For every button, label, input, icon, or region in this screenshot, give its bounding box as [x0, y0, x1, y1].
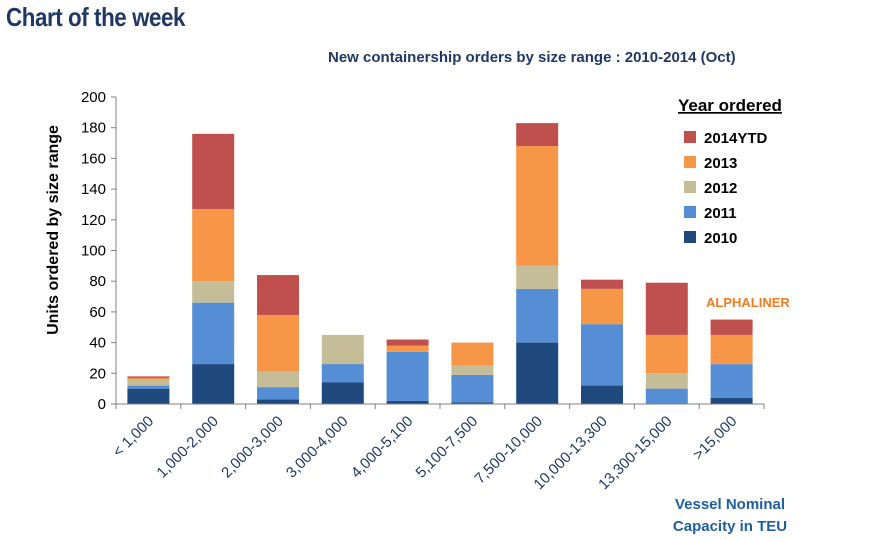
bar-segment — [386, 400, 429, 404]
bar-segment — [645, 282, 688, 335]
bar-segment — [451, 365, 494, 375]
bar-segment — [710, 397, 753, 404]
legend-label: 2012 — [704, 180, 737, 197]
bar-segment — [710, 364, 753, 398]
bar-segment — [192, 281, 235, 303]
y-tick-label: 60 — [89, 304, 106, 321]
legend-label: 2014YTD — [704, 130, 768, 147]
x-tick-label: 5,100-7,500 — [413, 413, 482, 482]
x-tick-label: 4,000-5,100 — [348, 413, 417, 482]
bar-segment — [321, 334, 364, 365]
page-title: Chart of the week — [6, 2, 186, 32]
bar-segment — [645, 373, 688, 389]
y-tick-label: 140 — [81, 181, 106, 198]
y-tick-label: 20 — [89, 365, 106, 382]
x-tick-label: 1,000-2,000 — [153, 413, 222, 482]
legend-swatch — [684, 231, 696, 243]
legend-label: 2011 — [704, 205, 737, 222]
bar-segment — [516, 288, 559, 343]
bar-segment — [710, 319, 753, 335]
bar-segment — [710, 334, 753, 365]
bars — [127, 123, 753, 404]
legend-swatch — [684, 181, 696, 193]
bar-segment — [192, 364, 235, 404]
bar-segment — [321, 382, 364, 404]
bar-segment — [451, 342, 494, 366]
alphaliner-logo: ALPHALINER — [706, 295, 790, 310]
bar-segment — [192, 133, 235, 210]
x-tick-label: 2,000-3,000 — [218, 413, 287, 482]
bar-segment — [645, 388, 688, 404]
bar-segment — [645, 334, 688, 374]
bar-segment — [386, 339, 429, 346]
bar-segment — [257, 314, 299, 372]
legend-swatch — [684, 156, 696, 168]
bar-segment — [321, 364, 364, 383]
chart-title: New containership orders by size range :… — [328, 49, 736, 66]
bar-segment — [127, 388, 170, 404]
bar-segment — [581, 385, 623, 404]
bar-segment — [581, 279, 623, 289]
bar-segment — [127, 385, 170, 389]
bar-segment — [516, 342, 559, 404]
bar-segment — [127, 377, 170, 380]
x-tick-label: >15,000 — [690, 413, 741, 464]
x-axis: < 1,0001,000-2,0002,000-3,0003,000-4,000… — [110, 403, 765, 493]
y-tick-label: 80 — [89, 273, 106, 290]
bar-segment — [127, 379, 170, 386]
legend-swatch — [684, 131, 696, 143]
y-tick-label: 180 — [81, 120, 106, 137]
x-axis-label-line1: Vessel Nominal — [675, 496, 785, 513]
x-axis-label-line2: Capacity in TEU — [673, 518, 787, 535]
y-tick-label: 0 — [98, 396, 106, 413]
y-tick-label: 100 — [81, 243, 106, 260]
bar-segment — [127, 376, 170, 378]
bar-segment — [516, 265, 559, 289]
bar-segment — [451, 402, 494, 404]
x-tick-label: 3,000-4,000 — [283, 413, 352, 482]
y-axis-label: Units ordered by size range — [45, 125, 62, 335]
bar-segment — [192, 209, 235, 282]
legend: Year ordered 2014YTD 2013 2012 2011 2010 — [678, 96, 782, 247]
y-tick-label: 160 — [81, 150, 106, 167]
bar-segment — [257, 387, 299, 400]
bar-segment — [386, 345, 429, 352]
bar-segment — [257, 275, 299, 315]
legend-label: 2013 — [704, 155, 737, 172]
legend-title: Year ordered — [678, 96, 782, 115]
legend-swatch — [684, 206, 696, 218]
x-tick-label: < 1,000 — [110, 413, 158, 461]
legend-label: 2010 — [704, 230, 737, 247]
y-tick-label: 40 — [89, 335, 106, 352]
y-axis: 0 20 40 60 80 100 120 140 160 180 200 — [81, 89, 117, 413]
bar-segment — [257, 371, 299, 388]
bar-segment — [257, 399, 299, 404]
bar-segment — [581, 324, 623, 386]
y-tick-label: 120 — [81, 212, 106, 229]
bar-segment — [386, 351, 429, 401]
bar-segment — [451, 374, 494, 403]
bar-segment — [516, 146, 559, 266]
bar-segment — [516, 123, 559, 147]
y-tick-label: 200 — [81, 89, 106, 106]
bar-segment — [192, 302, 235, 365]
bar-segment — [581, 288, 623, 325]
